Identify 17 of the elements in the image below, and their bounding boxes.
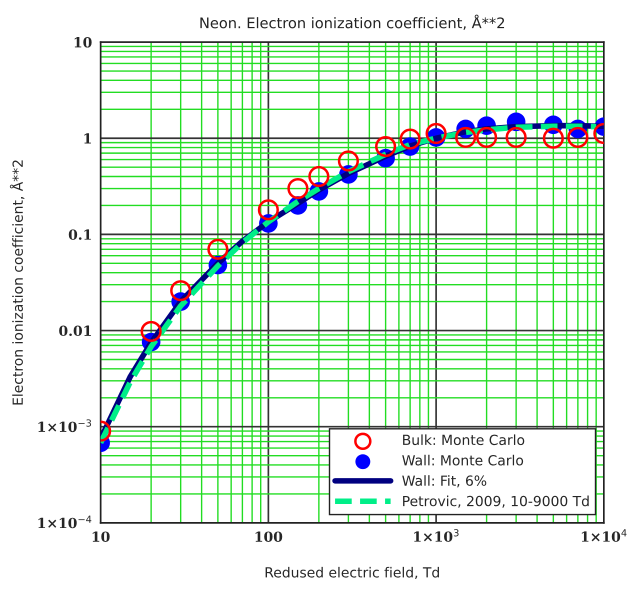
y-axis-title: Electron ionization coefficient, Å**2 (10, 160, 24, 405)
y-tick-label: 0.01 (59, 326, 91, 336)
x-tick-label: 1×10$^{4}$ (582, 529, 627, 542)
y-tick-label: 0.1 (68, 229, 91, 240)
legend-label: Wall: Fit, 6% (402, 475, 486, 488)
y-tick-label: 1×10$^{−4}$ (38, 516, 92, 528)
x-tick-label: 10 (92, 531, 110, 542)
x-axis-title: Redused electric field, Td (266, 566, 439, 580)
y-tick-label: 1×10$^{−3}$ (38, 419, 92, 432)
y-tick-label: 10 (74, 37, 92, 48)
chart-title: Neon. Electron ionization coefficient, Å**2 (200, 14, 504, 30)
legend-label: Petrovic, 2009, 10-9000 Td (403, 496, 589, 508)
y-tick-label: 1 (84, 133, 91, 144)
x-tick-label: 1×10$^{3}$ (414, 529, 459, 542)
x-tick-label: 100 (256, 531, 282, 542)
legend-label: Wall: Monte Carlo (402, 454, 524, 466)
legend-label: Bulk: Monte Carlo (403, 434, 524, 446)
